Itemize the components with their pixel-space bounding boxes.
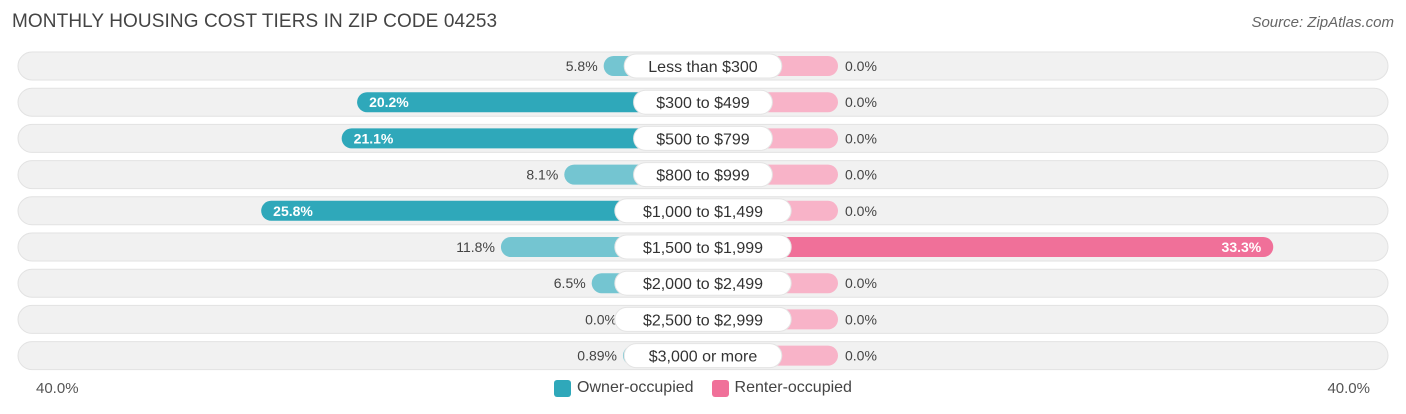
renter-bar xyxy=(703,237,1274,257)
category-pill xyxy=(633,162,773,188)
renter-value-label: 0.0% xyxy=(845,275,877,291)
owner-value-label: 21.1% xyxy=(354,130,394,146)
category-label: Less than $300 xyxy=(648,59,758,76)
legend-label-owner: Owner-occupied xyxy=(577,379,694,396)
axis-left-label: 40.0% xyxy=(36,380,79,397)
renter-value-label: 0.0% xyxy=(845,94,877,110)
category-label: $500 to $799 xyxy=(656,131,750,148)
legend-swatch-renter xyxy=(711,379,729,397)
renter-value-label: 0.0% xyxy=(845,348,877,364)
renter-value-label: 33.3% xyxy=(1222,239,1262,255)
legend-item-owner[interactable]: Owner-occupied xyxy=(554,379,694,397)
owner-bar xyxy=(261,200,703,221)
category-pill xyxy=(623,53,783,79)
legend-item-renter[interactable]: Renter-occupied xyxy=(711,379,852,397)
legend: Owner-occupied Renter-occupied xyxy=(0,379,1406,397)
source-label: Source: ZipAtlas.com xyxy=(1251,14,1394,31)
category-pill xyxy=(614,306,792,332)
chart-title: MONTHLY HOUSING COST TIERS IN ZIP CODE 0… xyxy=(12,11,498,32)
renter-value-label: 0.0% xyxy=(845,311,877,327)
owner-value-label: 0.0% xyxy=(585,311,617,327)
category-pill xyxy=(614,270,792,296)
owner-value-label: 8.1% xyxy=(526,167,558,183)
category-label: $1,000 to $1,499 xyxy=(643,204,763,221)
axis-right-label: 40.0% xyxy=(1327,380,1370,397)
owner-value-label: 20.2% xyxy=(369,94,409,110)
legend-label-renter: Renter-occupied xyxy=(734,379,852,396)
renter-value-label: 0.0% xyxy=(845,167,877,183)
category-label: $300 to $499 xyxy=(656,95,750,112)
owner-value-label: 25.8% xyxy=(273,203,313,219)
category-pill xyxy=(633,89,773,115)
owner-bar xyxy=(341,128,703,149)
owner-value-label: 11.8% xyxy=(456,239,495,255)
owner-value-label: 5.8% xyxy=(566,58,598,74)
category-pill xyxy=(614,234,792,260)
renter-value-label: 0.0% xyxy=(845,58,877,74)
owner-value-label: 6.5% xyxy=(554,275,586,291)
category-pill xyxy=(614,198,792,224)
category-label: $3,000 or more xyxy=(649,349,758,366)
owner-value-label: 0.89% xyxy=(577,348,617,364)
category-pill xyxy=(633,125,773,151)
owner-bar xyxy=(357,92,703,113)
legend-swatch-owner xyxy=(554,379,572,397)
category-label: $1,500 to $1,999 xyxy=(643,240,763,257)
category-label: $2,500 to $2,999 xyxy=(643,312,763,329)
category-label: $800 to $999 xyxy=(656,168,750,185)
renter-value-label: 0.0% xyxy=(845,203,877,219)
category-label: $2,000 to $2,499 xyxy=(643,276,763,293)
renter-value-label: 0.0% xyxy=(845,130,877,146)
category-pill xyxy=(623,343,783,369)
